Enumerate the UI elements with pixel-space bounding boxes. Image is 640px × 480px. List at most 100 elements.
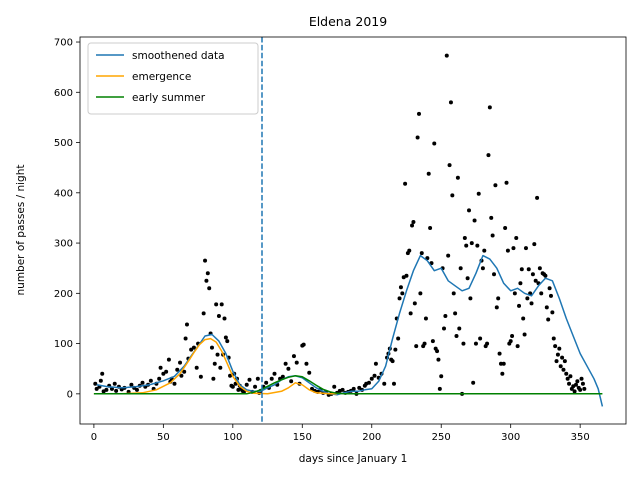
plot-area <box>93 37 604 424</box>
scatter-point-223 <box>517 303 522 308</box>
scatter-point-264 <box>573 382 578 387</box>
scatter-point-181 <box>458 266 463 271</box>
scatter-point-111 <box>340 387 345 392</box>
scatter-point-62 <box>225 339 230 344</box>
scatter-point-48 <box>205 271 210 276</box>
scatter-point-259 <box>567 381 572 386</box>
scatter-point-247 <box>550 310 555 315</box>
scatter-point-253 <box>558 364 563 369</box>
scatter-point-219 <box>511 246 516 251</box>
scatter-point-265 <box>575 379 580 384</box>
scatter-point-162 <box>432 141 437 146</box>
scatter-point-153 <box>419 251 424 256</box>
scatter-point-184 <box>462 236 467 241</box>
scatter-point-32 <box>172 381 177 386</box>
scatter-point-15 <box>129 382 134 387</box>
y-tick-label-6: 600 <box>54 88 73 99</box>
y-tick-label-5: 500 <box>54 138 73 149</box>
legend-box <box>87 42 259 115</box>
scatter-point-198 <box>482 248 487 253</box>
scatter-point-213 <box>503 225 508 230</box>
scatter-point-0 <box>93 381 98 386</box>
scatter-point-269 <box>580 381 585 386</box>
scatter-point-134 <box>393 347 398 352</box>
scatter-point-37 <box>183 336 188 341</box>
scatter-point-246 <box>548 293 553 298</box>
scatter-point-98 <box>304 361 309 366</box>
scatter-point-187 <box>467 208 472 213</box>
scatter-point-149 <box>414 344 419 349</box>
scatter-point-229 <box>525 296 530 301</box>
scatter-point-201 <box>486 153 491 158</box>
scatter-point-254 <box>560 355 565 360</box>
scatter-point-91 <box>286 366 291 371</box>
scatter-point-156 <box>423 316 428 321</box>
scatter-point-150 <box>415 135 420 140</box>
y-tick-label-1: 100 <box>54 339 73 350</box>
scatter-point-1 <box>94 386 99 391</box>
scatter-point-183 <box>461 341 466 346</box>
x-tick-label-7: 350 <box>571 432 590 443</box>
scatter-point-200 <box>485 341 490 346</box>
scatter-point-83 <box>264 380 269 385</box>
scatter-point-42 <box>194 365 199 370</box>
x-axis-label: days since January 1 <box>299 453 408 465</box>
scatter-point-49 <box>207 286 212 291</box>
scatter-point-180 <box>457 326 462 331</box>
chart-title: Eldena 2019 <box>309 14 387 29</box>
scatter-point-193 <box>475 243 480 248</box>
scatter-point-25 <box>157 376 162 381</box>
scatter-point-243 <box>544 305 549 310</box>
scatter-point-121 <box>366 380 371 385</box>
x-tick-label-4: 200 <box>362 432 381 443</box>
y-tick-label-2: 200 <box>54 289 73 300</box>
scatter-point-55 <box>215 352 220 357</box>
scatter-point-195 <box>478 336 483 341</box>
y-tick-label-0: 0 <box>67 389 73 400</box>
scatter-point-54 <box>214 302 219 307</box>
scatter-point-40 <box>189 347 194 352</box>
scatter-point-146 <box>410 223 415 228</box>
scatter-point-257 <box>564 371 569 376</box>
scatter-point-249 <box>553 344 558 349</box>
scatter-point-190 <box>471 380 476 385</box>
scatter-point-52 <box>211 376 216 381</box>
scatter-point-212 <box>501 361 506 366</box>
scatter-point-167 <box>439 374 444 379</box>
scatter-point-218 <box>510 334 515 339</box>
scatter-point-92 <box>289 379 294 384</box>
scatter-point-144 <box>407 248 412 253</box>
scatter-point-85 <box>269 376 274 381</box>
scatter-point-93 <box>291 354 296 359</box>
scatter-point-211 <box>500 371 505 376</box>
scatter-point-46 <box>203 258 208 263</box>
scatter-point-145 <box>408 311 413 316</box>
scatter-point-29 <box>166 357 171 362</box>
scatter-point-204 <box>490 233 495 238</box>
legend-label-0: smoothened data <box>132 50 225 62</box>
y-tick-label-7: 700 <box>54 38 73 49</box>
scatter-point-239 <box>539 291 544 296</box>
scatter-point-175 <box>450 193 455 198</box>
scatter-point-90 <box>283 361 288 366</box>
scatter-point-178 <box>454 334 459 339</box>
scatter-point-35 <box>179 373 184 378</box>
y-tick-label-4: 400 <box>54 188 73 199</box>
emergence-line <box>93 337 337 395</box>
scatter-point-61 <box>223 335 228 340</box>
scatter-point-136 <box>396 336 401 341</box>
scatter-point-215 <box>505 248 510 253</box>
x-tick-label-5: 250 <box>432 432 451 443</box>
scatter-point-78 <box>253 384 258 389</box>
scatter-point-202 <box>487 105 492 110</box>
scatter-point-51 <box>209 345 214 350</box>
scatter-point-222 <box>515 344 520 349</box>
scatter-point-169 <box>442 326 446 331</box>
x-tick-label-3: 150 <box>293 432 312 443</box>
scatter-point-250 <box>554 359 559 364</box>
scatter-point-238 <box>537 266 542 271</box>
scatter-point-27 <box>161 371 166 376</box>
scatter-point-230 <box>526 267 531 272</box>
legend-label-1: emergence <box>132 71 191 83</box>
scatter-point-177 <box>453 311 458 316</box>
